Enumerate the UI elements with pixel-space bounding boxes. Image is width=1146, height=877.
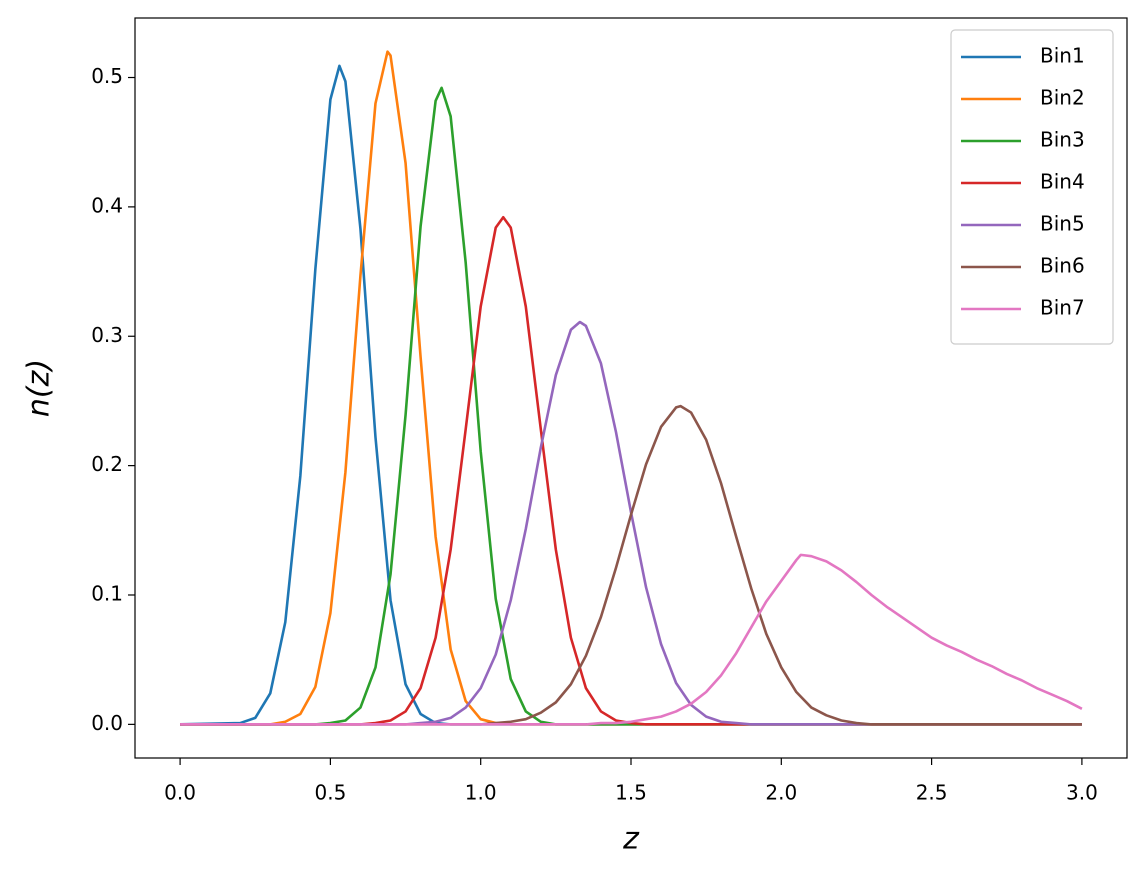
line-series xyxy=(180,320,1082,726)
y-tick-label: 0.3 xyxy=(91,323,123,347)
legend-label: Bin5 xyxy=(1040,212,1085,236)
x-tick-label: 2.5 xyxy=(916,781,948,805)
x-tick-label: 3.0 xyxy=(1066,781,1098,805)
x-tick-label: 0.5 xyxy=(314,781,346,805)
line-series xyxy=(180,64,1082,726)
x-tick-label: 2.0 xyxy=(765,781,797,805)
y-axis-label: n(z) xyxy=(22,359,57,417)
y-tick-label: 0.4 xyxy=(91,193,123,217)
line-series xyxy=(180,50,1082,726)
line-series xyxy=(180,215,1082,726)
legend-label: Bin3 xyxy=(1040,128,1085,152)
y-tick-label: 0.0 xyxy=(91,711,123,735)
legend-label: Bin1 xyxy=(1040,44,1085,68)
legend-label: Bin7 xyxy=(1040,296,1085,320)
x-tick-label: 1.0 xyxy=(465,781,497,805)
legend-label: Bin2 xyxy=(1040,86,1085,110)
plot-frame xyxy=(134,17,1128,759)
legend-label: Bin6 xyxy=(1040,254,1085,278)
x-axis-label: z xyxy=(622,822,640,857)
legend-box xyxy=(950,29,1114,345)
y-tick-label: 0.2 xyxy=(91,452,123,476)
line-series xyxy=(180,86,1082,726)
y-tick-label: 0.1 xyxy=(91,581,123,605)
legend-label: Bin4 xyxy=(1040,170,1085,194)
x-tick-label: 0.0 xyxy=(164,781,196,805)
y-tick-label: 0.5 xyxy=(91,64,123,88)
line-series xyxy=(180,404,1082,726)
x-tick-label: 1.5 xyxy=(615,781,647,805)
line-series xyxy=(180,553,1083,726)
